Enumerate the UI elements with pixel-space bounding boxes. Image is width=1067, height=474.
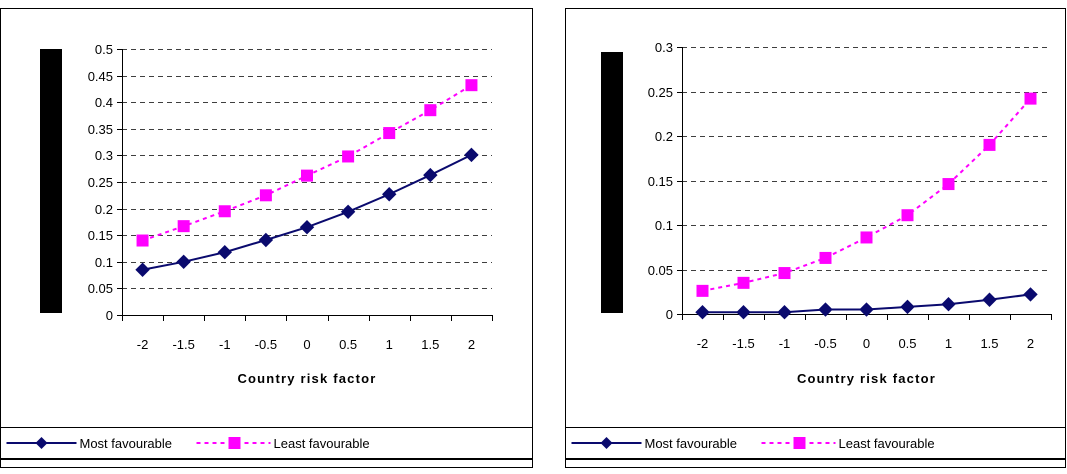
data-point-least-favourable bbox=[177, 220, 190, 233]
y-tick-label: 0.35 bbox=[88, 122, 113, 137]
chart-right-svg: 0 0.05 0.1 0.15 0.2 0.25 0.3 -2 -1.5 -1 -0.5 0 0.5 1 1… bbox=[565, 8, 1066, 468]
data-point-most-favourable bbox=[299, 220, 315, 235]
x-tick-label: 1.5 bbox=[980, 336, 998, 351]
x-tick-label: 0 bbox=[863, 336, 870, 351]
data-point-most-favourable bbox=[135, 262, 150, 277]
data-point-least-favourable bbox=[383, 127, 396, 140]
data-point-least-favourable bbox=[696, 284, 709, 297]
x-axis-label: Country risk factor bbox=[237, 371, 376, 386]
data-point-least-favourable bbox=[301, 169, 313, 182]
data-point-most-favourable bbox=[340, 204, 356, 219]
data-point-least-favourable bbox=[342, 150, 355, 163]
y-tick-label: 0.4 bbox=[95, 95, 113, 110]
data-point-most-favourable bbox=[1023, 287, 1038, 302]
data-point-least-favourable bbox=[983, 138, 996, 151]
x-tick-label: -2 bbox=[137, 337, 149, 352]
chart-frame bbox=[565, 8, 1066, 468]
chart-right: 0 0.05 0.1 0.15 0.2 0.25 0.3 -2 -1.5 -1 -0.5 0 0.5 1 1… bbox=[564, 0, 1067, 474]
y-tick-label: 0.5 bbox=[95, 42, 113, 57]
x-tick-label: -1 bbox=[779, 336, 791, 351]
data-point-most-favourable bbox=[859, 302, 874, 317]
data-point-most-favourable bbox=[695, 305, 710, 320]
data-point-most-favourable bbox=[258, 232, 274, 248]
x-axis-label: Country risk factor bbox=[797, 371, 936, 386]
y-tick-label: 0.05 bbox=[88, 281, 113, 296]
x-tick-label: 0.5 bbox=[339, 337, 357, 352]
x-tick-label: 1.5 bbox=[421, 337, 439, 352]
data-point-most-favourable bbox=[941, 297, 956, 312]
x-tick-label: -2 bbox=[697, 336, 709, 351]
y-tick-label: 0.1 bbox=[655, 218, 673, 233]
legend-label-most-favourable: Most favourable bbox=[645, 436, 738, 451]
data-point-most-favourable bbox=[982, 292, 997, 307]
data-point-least-favourable bbox=[259, 189, 272, 202]
legend-box bbox=[565, 427, 1066, 459]
x-tick-label: 0 bbox=[303, 337, 310, 352]
data-point-most-favourable bbox=[382, 187, 397, 202]
x-tick-label: -1.5 bbox=[172, 337, 194, 352]
black-bar bbox=[601, 52, 623, 313]
legend-marker-least-favourable bbox=[228, 437, 241, 449]
y-tick-label: 0.15 bbox=[88, 228, 113, 243]
x-tick-label: 2 bbox=[468, 337, 475, 352]
y-tick-label: 0.1 bbox=[95, 255, 113, 270]
data-point-least-favourable bbox=[136, 234, 149, 247]
y-tick-label: 0.25 bbox=[648, 85, 673, 100]
x-tick-label: 1 bbox=[386, 337, 393, 352]
legend-label-least-favourable: Least favourable bbox=[839, 436, 935, 451]
data-point-least-favourable bbox=[465, 79, 478, 92]
x-tick-label: 1 bbox=[945, 336, 952, 351]
data-point-most-favourable bbox=[818, 302, 833, 317]
chart-left-svg: 0 0.05 0.1 0.15 0.2 0.25 0.3 0.35 0.4 0.45 0.5 -2 -1… bbox=[0, 8, 533, 468]
y-tick-label: 0.2 bbox=[655, 129, 673, 144]
y-tick-label: 0.05 bbox=[648, 263, 673, 278]
data-point-most-favourable bbox=[736, 305, 751, 320]
legend-marker-most-favourable bbox=[600, 437, 613, 449]
data-point-least-favourable bbox=[737, 276, 750, 289]
data-point-least-favourable bbox=[218, 205, 231, 218]
x-tick-label: -1.5 bbox=[732, 336, 754, 351]
legend-label-least-favourable: Least favourable bbox=[274, 436, 370, 451]
chart-left: 0 0.05 0.1 0.15 0.2 0.25 0.3 0.35 0.4 0.45 0.5 -2 -1… bbox=[0, 8, 533, 468]
x-tick-label: 2 bbox=[1027, 336, 1034, 351]
data-point-most-favourable bbox=[176, 254, 191, 270]
data-point-least-favourable bbox=[424, 104, 437, 117]
legend-box bbox=[0, 427, 533, 459]
y-tick-label: 0.3 bbox=[95, 148, 113, 163]
data-point-most-favourable bbox=[777, 305, 792, 320]
data-point-least-favourable bbox=[860, 231, 873, 244]
y-tick-label: 0.45 bbox=[88, 69, 113, 84]
data-point-least-favourable bbox=[942, 178, 955, 191]
y-tick-label: 0.15 bbox=[648, 174, 673, 189]
y-tick-label: 0.25 bbox=[88, 175, 113, 190]
data-point-most-favourable bbox=[217, 245, 232, 260]
legend-marker-most-favourable bbox=[35, 437, 48, 449]
data-point-least-favourable bbox=[1024, 92, 1037, 105]
data-point-most-favourable bbox=[464, 147, 479, 163]
x-tick-label: -0.5 bbox=[255, 337, 277, 352]
black-bar bbox=[40, 49, 62, 313]
y-tick-label: 0.3 bbox=[655, 40, 673, 55]
x-tick-label: 0.5 bbox=[898, 336, 916, 351]
data-point-least-favourable bbox=[901, 209, 914, 222]
legend-label-most-favourable: Most favourable bbox=[80, 436, 173, 451]
y-tick-label: 0.2 bbox=[95, 202, 113, 217]
data-point-most-favourable bbox=[900, 299, 915, 315]
data-point-most-favourable bbox=[423, 167, 438, 183]
data-point-least-favourable bbox=[778, 267, 791, 280]
y-tick-label: 0 bbox=[106, 308, 113, 323]
legend-marker-least-favourable bbox=[793, 437, 806, 449]
x-tick-label: -0.5 bbox=[814, 336, 836, 351]
data-point-least-favourable bbox=[819, 251, 832, 264]
y-tick-label: 0 bbox=[666, 307, 673, 322]
x-tick-label: -1 bbox=[219, 337, 231, 352]
